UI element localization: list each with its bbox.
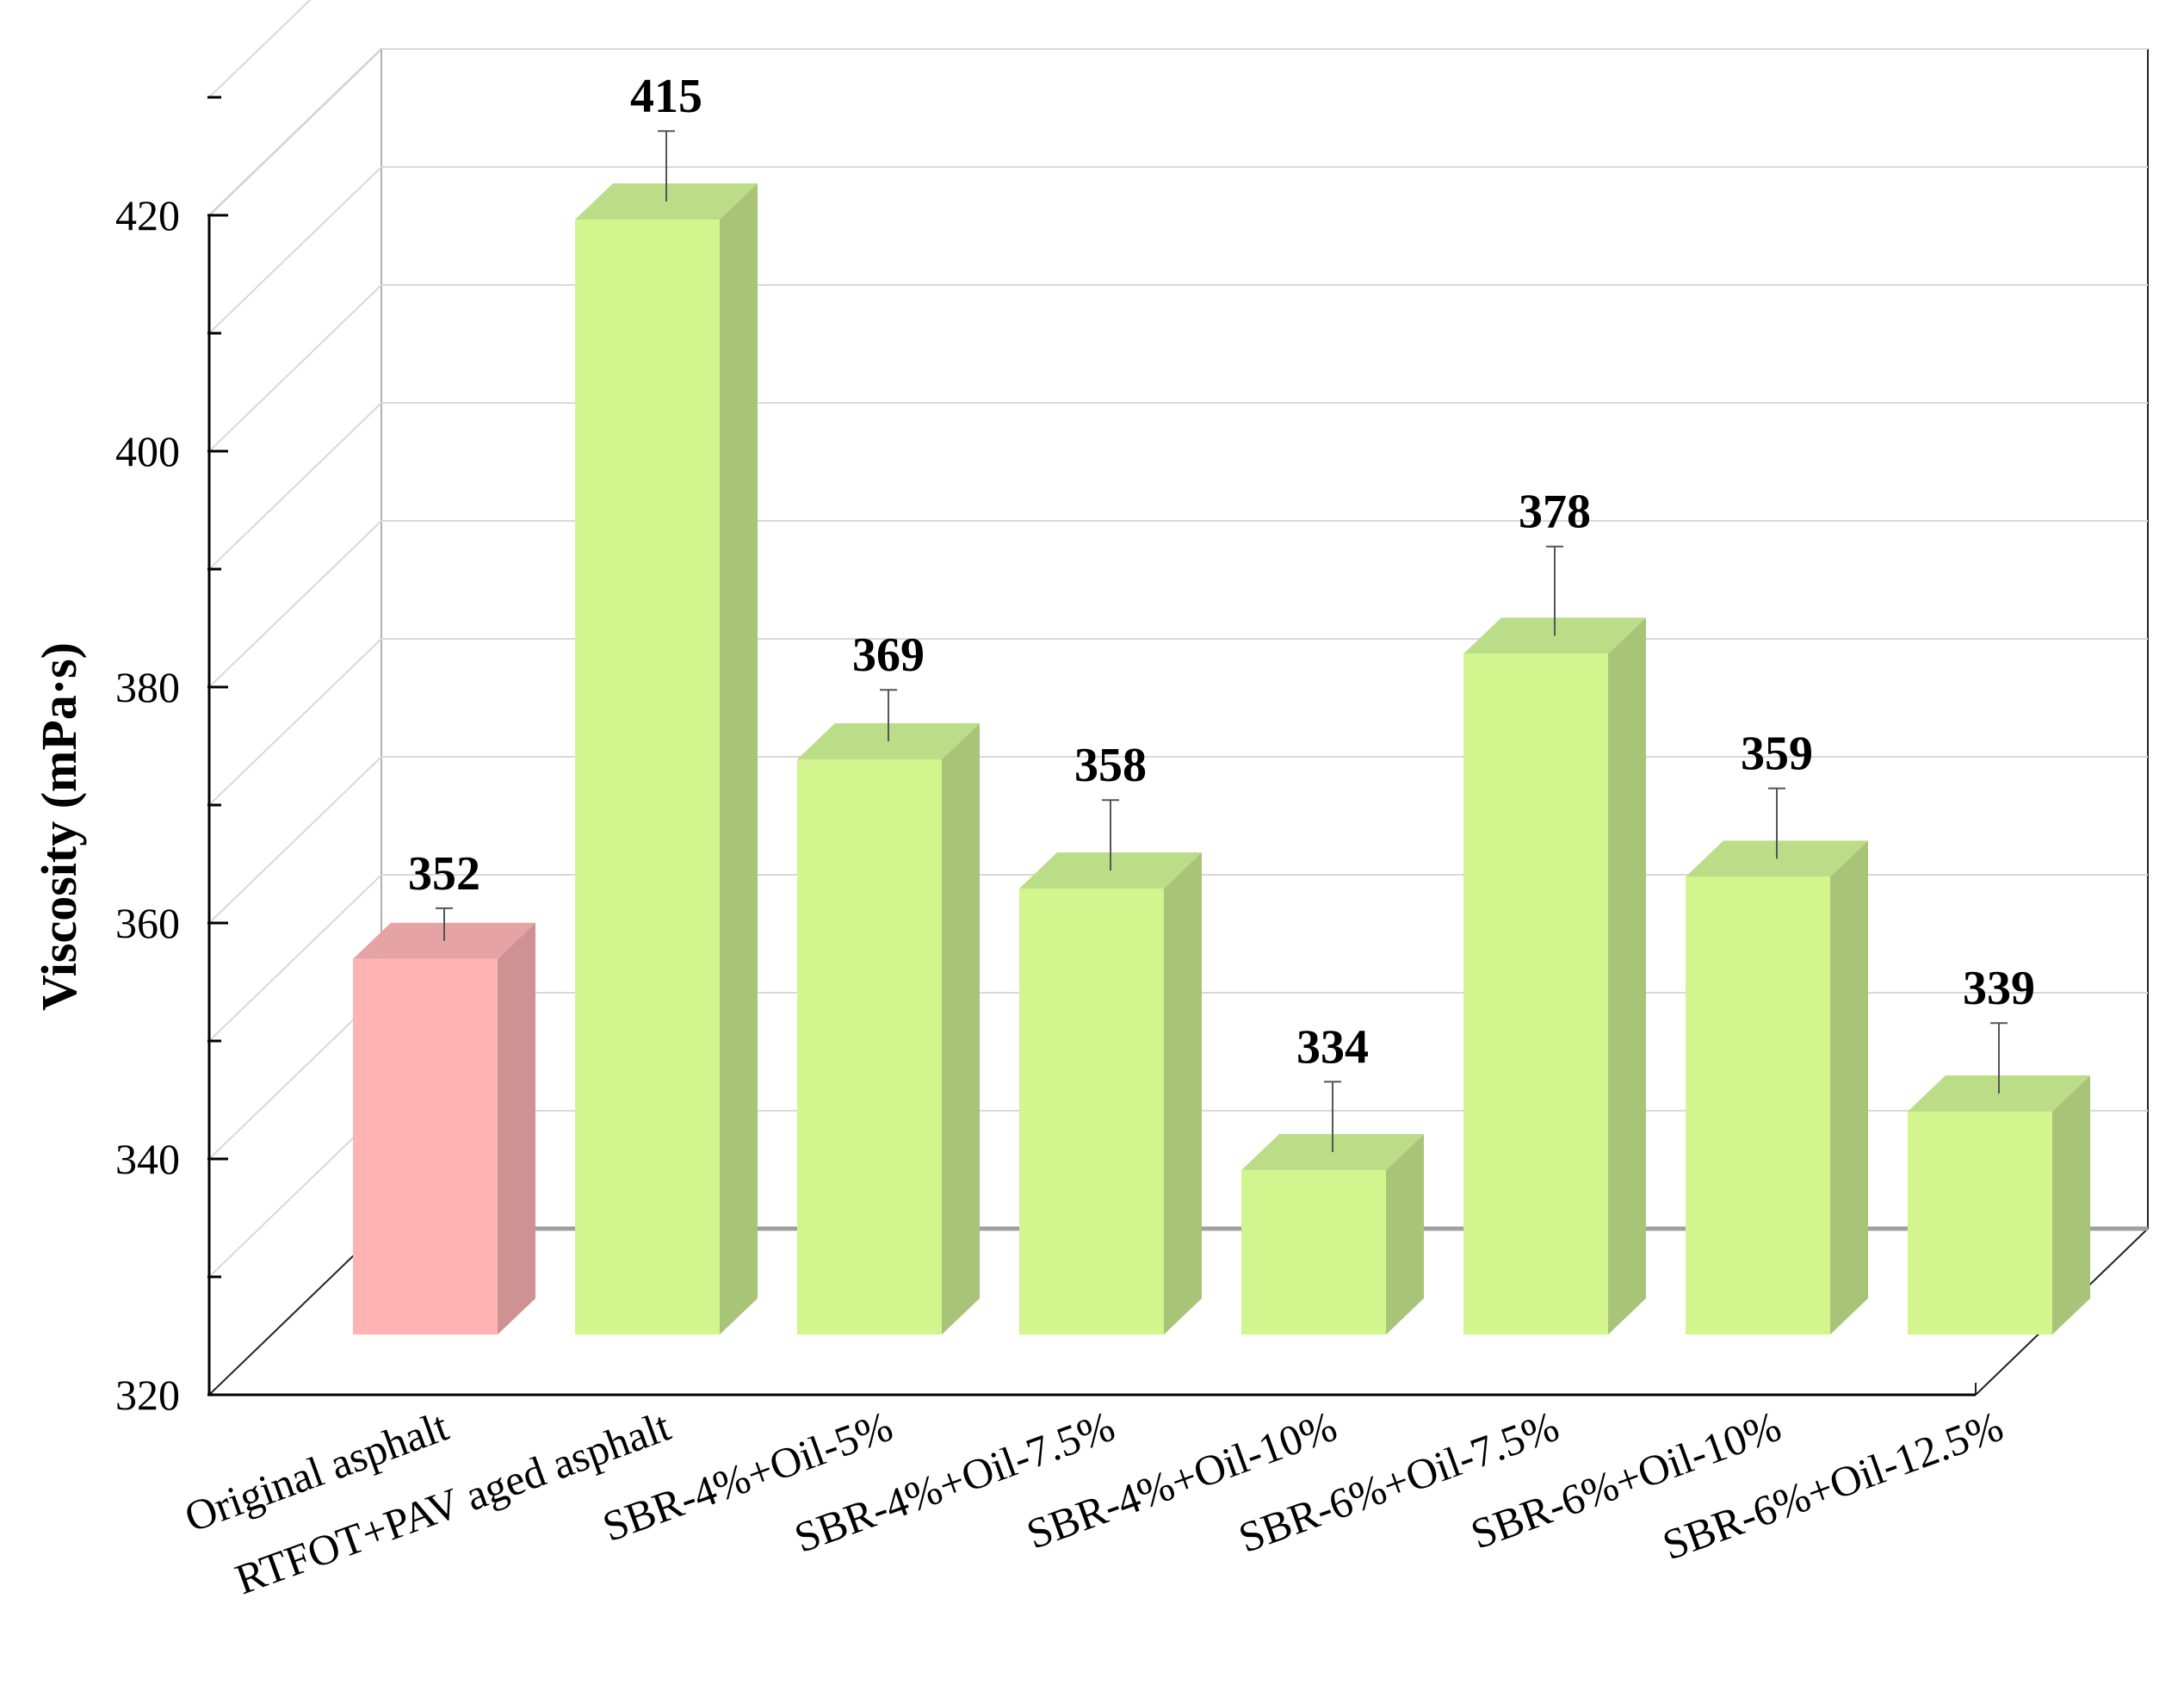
gridline-depth [208,48,382,216]
data-label: 415 [630,70,702,123]
bar-group [1908,1022,2090,1335]
y-tick-label: 400 [115,427,180,475]
y-tick-label: 340 [115,1135,180,1183]
y-tick-label: 360 [115,899,180,947]
gridline-depth [208,284,382,452]
data-label: 378 [1519,486,1591,539]
gridline-depth [208,992,382,1160]
gridline-depth [208,520,382,688]
gridline-depth [208,166,382,334]
bar [1463,653,1608,1335]
bar-group [1019,799,1202,1335]
data-label: 358 [1074,739,1147,792]
bar-side [1386,1134,1424,1335]
gridline-depth [208,638,382,806]
bar-side [1830,840,1868,1335]
bar-group [1463,545,1646,1335]
data-label: 339 [1963,962,2035,1015]
y-tick-label: 320 [115,1371,180,1419]
y-tick-label: 420 [115,191,180,239]
bar [1019,889,1164,1335]
bar-side [942,723,980,1335]
bar [797,759,942,1335]
bar-group [1686,787,1868,1335]
gridline-depth [208,874,382,1042]
data-label: 334 [1296,1020,1369,1074]
y-axis-title: Viscosity (mPa·s) [31,642,87,1011]
bar-side [1164,852,1202,1335]
bar-side [1608,617,1646,1335]
bar-group [797,689,980,1335]
bar [575,220,720,1335]
bar-side [720,183,758,1335]
gridline-depth [208,402,382,570]
bar [1908,1112,2052,1335]
bar [1686,876,1830,1335]
gridline-depth [208,1110,382,1278]
bar-group [575,130,758,1335]
axes: 320 340 360 380 400 420 [115,96,1976,1419]
data-label: 352 [408,847,480,901]
gridline-depth [208,0,312,98]
bar [1241,1170,1386,1335]
bar-group [1241,1081,1424,1335]
bar-top [1019,852,1202,889]
data-label: 359 [1741,728,1813,781]
gridline-depth [208,756,382,924]
depth-edge-bottom-left [208,1228,382,1396]
bar-group [353,907,535,1335]
bar [353,958,498,1335]
data-label: 369 [852,629,925,682]
bar-side [498,922,535,1335]
bars [353,130,2090,1335]
bar-side [2052,1075,2090,1335]
y-tick-label: 380 [115,663,180,711]
